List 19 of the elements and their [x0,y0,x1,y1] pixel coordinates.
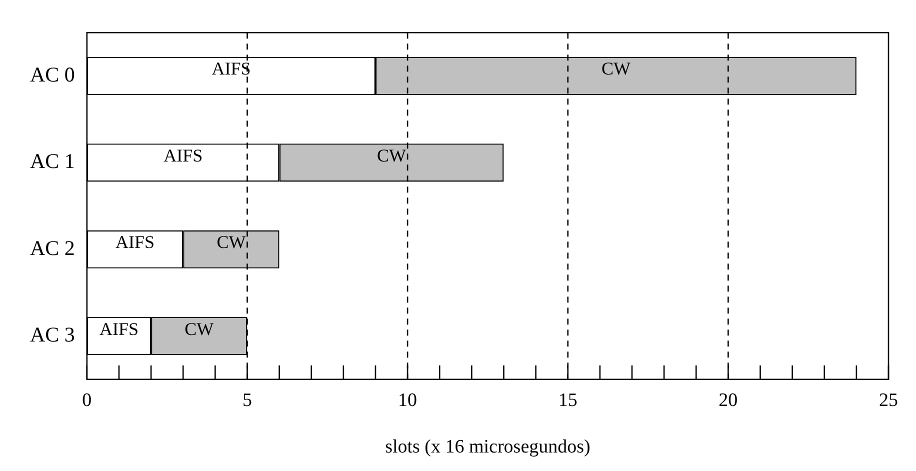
y-tick-label: AC 0 [30,62,75,86]
x-axis-title: slots (x 16 microsegundos) [385,436,590,458]
x-tick-label: 0 [82,390,92,411]
x-tick-label: 25 [879,390,898,411]
y-tick-label: AC 2 [30,236,75,260]
text: AIFS [116,232,155,252]
y-tick-label: AC 1 [30,149,75,174]
y-tick-label: AC 3 [30,322,75,347]
x-tick-label: 10 [398,390,418,411]
series-label: AIFS [164,145,203,166]
x-tick-label: 20 [718,390,738,411]
x-tick-label: 5 [242,390,252,411]
text: CW [216,232,246,252]
text: AIFS [99,318,138,339]
text: CW [601,58,630,79]
text: CW [184,318,214,339]
series-label: CW [377,145,406,166]
x-tick-label: 15 [558,390,578,411]
text: AIFS [212,58,251,79]
